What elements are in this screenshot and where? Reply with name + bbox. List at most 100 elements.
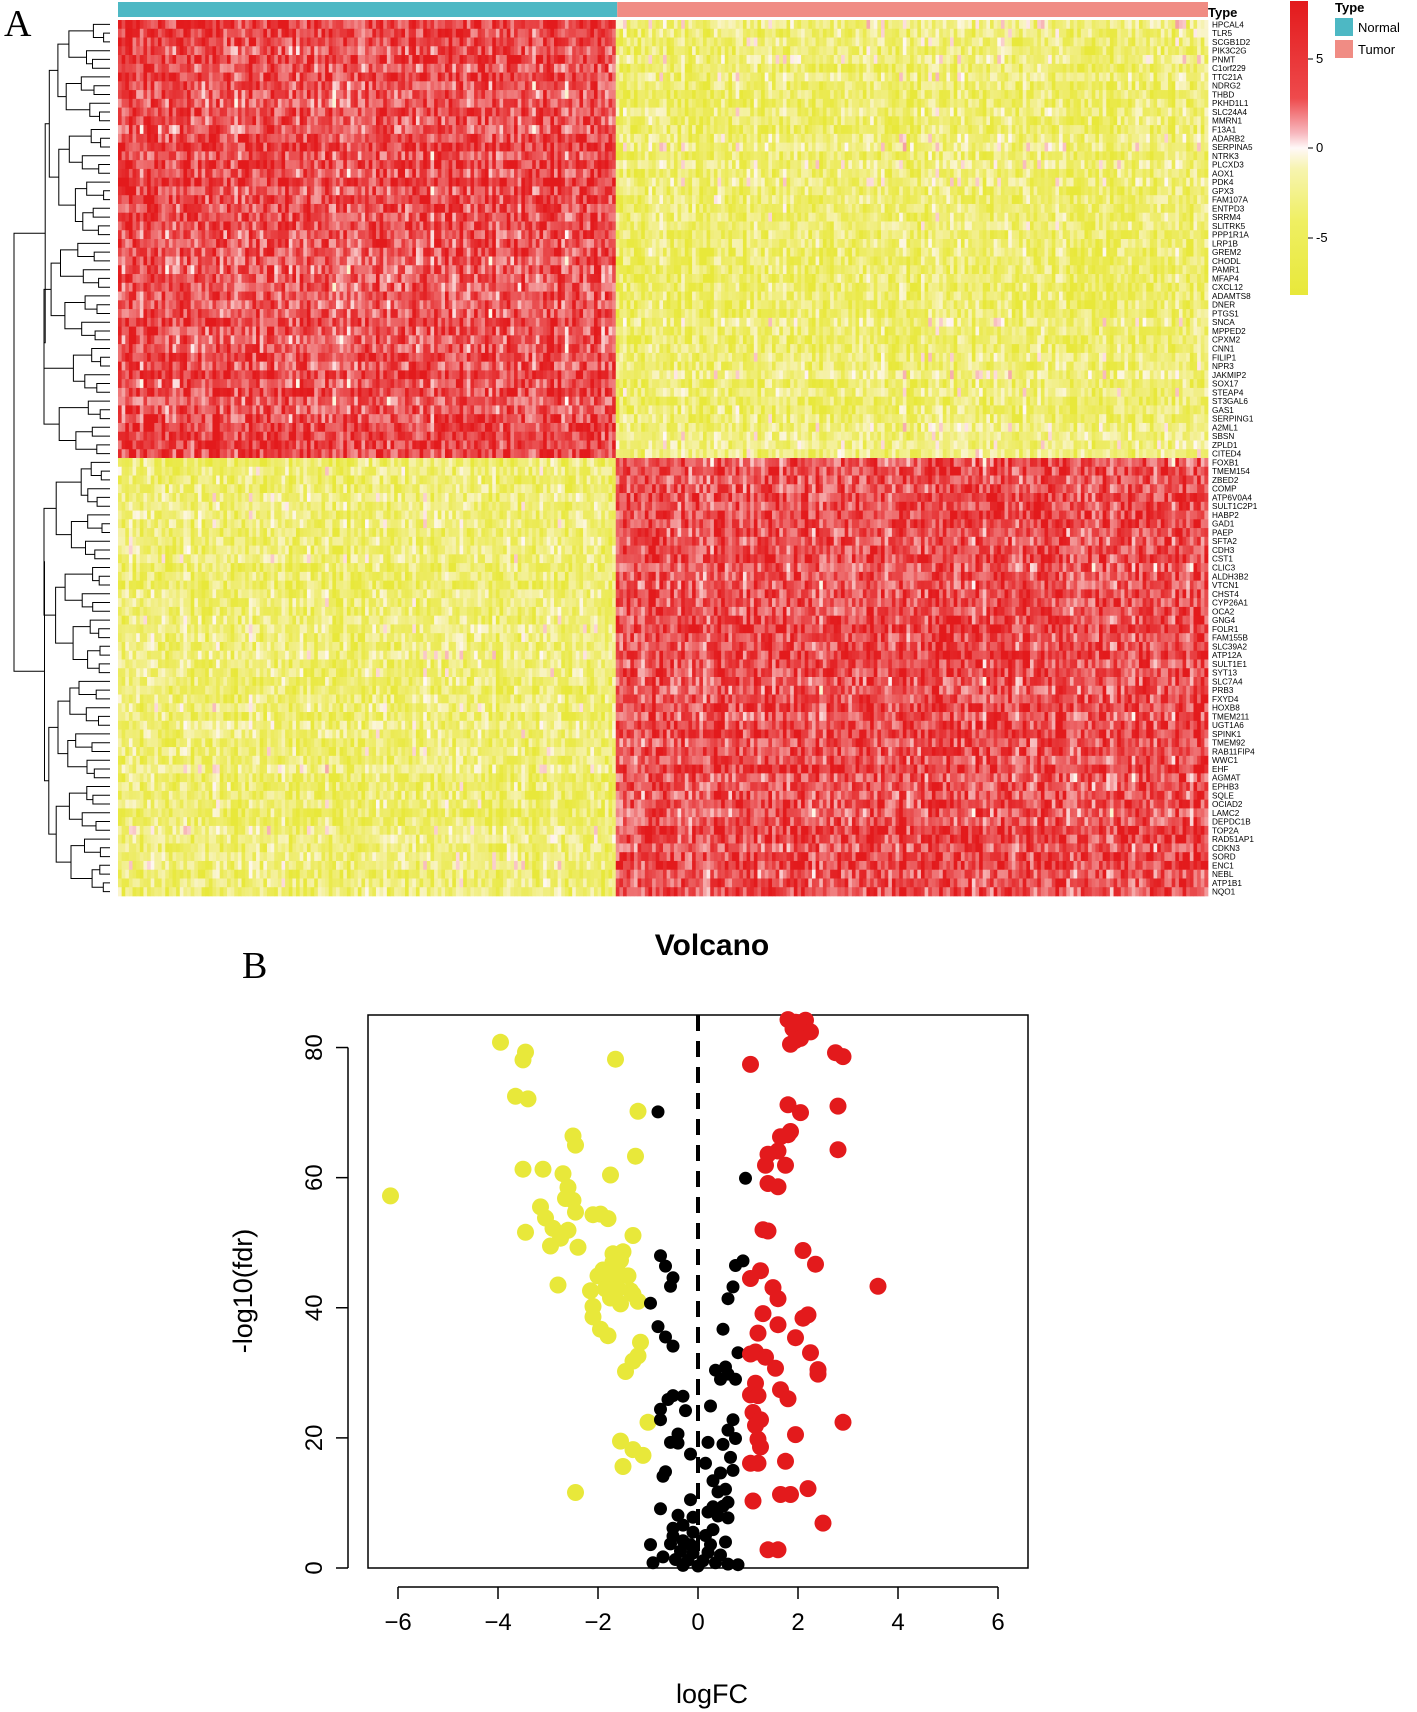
heatmap-cell — [1099, 37, 1103, 47]
heatmap-cell — [459, 116, 464, 126]
heatmap-cell — [942, 151, 947, 161]
heatmap-cell — [913, 20, 918, 30]
heatmap-cell — [277, 20, 282, 30]
heatmap-cell — [746, 151, 751, 161]
heatmap-cell — [848, 125, 853, 135]
heatmap-cell — [394, 133, 399, 143]
heatmap-cell — [935, 98, 940, 108]
heatmap-cell — [1189, 72, 1194, 82]
heatmap-cell — [862, 151, 867, 161]
heatmap-cell — [975, 20, 980, 30]
heatmap-cell — [412, 90, 417, 100]
heatmap-cell — [1055, 37, 1060, 47]
heatmap-cell — [1146, 133, 1151, 143]
heatmap-cell — [1080, 151, 1085, 161]
heatmap-cell — [713, 63, 718, 73]
heatmap-cell — [975, 55, 980, 65]
heatmap-cell — [481, 20, 486, 30]
heatmap-cell — [910, 90, 915, 100]
heatmap-cell — [721, 98, 726, 108]
heatmap-cell — [855, 116, 860, 126]
heatmap-cell — [746, 55, 751, 65]
heatmap-cell — [165, 116, 170, 126]
heatmap-cell — [285, 125, 290, 135]
heatmap-cell — [125, 90, 130, 100]
heatmap-cell — [1204, 90, 1209, 100]
heatmap-cell — [670, 133, 675, 143]
heatmap-cell — [950, 63, 955, 73]
heatmap-cell — [288, 63, 293, 73]
heatmap-cell — [819, 37, 824, 47]
heatmap-cell — [1026, 125, 1031, 135]
heatmap-cell — [721, 81, 726, 91]
heatmap-cell — [583, 55, 588, 65]
heatmap-cell — [183, 55, 188, 65]
heatmap-cell — [1019, 37, 1024, 47]
heatmap-cell — [1029, 107, 1034, 117]
heatmap-cell — [194, 37, 199, 47]
heatmap-cell — [1171, 116, 1176, 126]
heatmap-cell — [739, 116, 744, 126]
heatmap-cell — [950, 28, 955, 38]
dendrogram-branch — [82, 269, 110, 284]
heatmap-cell — [844, 28, 849, 38]
heatmap-cell — [350, 142, 355, 152]
heatmap-cell — [328, 133, 333, 143]
heatmap-cell — [241, 151, 246, 161]
heatmap-cell — [881, 81, 885, 91]
heatmap-cell — [724, 63, 729, 73]
heatmap-cell — [288, 46, 293, 56]
heatmap-cell — [655, 125, 660, 135]
heatmap-cell — [1066, 142, 1071, 152]
heatmap-cell — [597, 63, 602, 73]
heatmap-cell — [848, 90, 853, 100]
heatmap-cell — [339, 98, 344, 108]
heatmap-cell — [546, 55, 551, 65]
heatmap-cell — [205, 98, 210, 108]
heatmap-cell — [1204, 37, 1209, 47]
heatmap-cell — [717, 28, 722, 38]
heatmap-cell — [688, 28, 693, 38]
heatmap-cell — [445, 133, 449, 143]
heatmap-cell — [194, 20, 199, 30]
heatmap-cell — [405, 116, 410, 126]
heatmap-cell — [608, 90, 613, 100]
heatmap-cell — [147, 125, 152, 135]
heatmap-cell — [808, 55, 813, 65]
heatmap-cell — [506, 142, 511, 152]
heatmap-cell — [873, 63, 878, 73]
heatmap-cell — [365, 37, 370, 47]
heatmap-cell — [419, 142, 424, 152]
heatmap-cell — [699, 107, 704, 117]
heatmap-cell — [891, 55, 896, 65]
heatmap-cell — [332, 133, 337, 143]
heatmap-cell — [717, 116, 722, 126]
heatmap-cell — [779, 37, 784, 47]
heatmap-cell — [1069, 151, 1074, 161]
heatmap-cell — [750, 81, 755, 91]
heatmap-cell — [365, 116, 370, 126]
heatmap-cell — [997, 116, 1002, 126]
heatmap-cell — [325, 63, 330, 73]
heatmap-cell — [168, 28, 173, 38]
heatmap-cell — [539, 63, 544, 73]
heatmap-cell — [426, 116, 431, 126]
heatmap-cell — [990, 20, 994, 30]
heatmap-cell — [742, 46, 747, 56]
heatmap-cell — [430, 125, 435, 135]
heatmap-cell — [539, 133, 544, 143]
heatmap-cell — [742, 81, 747, 91]
heatmap-cell — [619, 116, 624, 126]
heatmap-cell — [819, 20, 824, 30]
heatmap-cell — [953, 125, 958, 135]
heatmap-cell — [1109, 151, 1114, 161]
dendrogram-branch — [69, 687, 87, 715]
heatmap-cell — [1160, 133, 1165, 143]
heatmap-cell — [848, 116, 853, 126]
heatmap-cell — [1120, 142, 1125, 152]
heatmap-cell — [1171, 151, 1176, 161]
heatmap-cell — [899, 20, 904, 30]
heatmap-cell — [579, 46, 584, 56]
heatmap-cell — [437, 133, 442, 143]
heatmap-cell — [593, 72, 598, 82]
